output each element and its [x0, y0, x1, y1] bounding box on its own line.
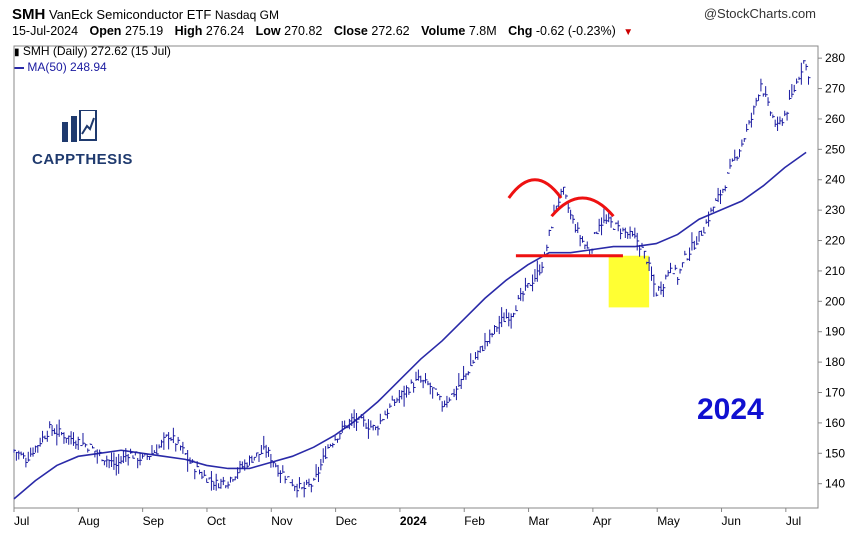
- security-name: VanEck Semiconductor ETF: [48, 7, 212, 22]
- capp-thesis-logo: CAPPTHESIS: [32, 109, 133, 168]
- x-tick-label: May: [657, 514, 680, 528]
- highlight-box: [608, 255, 650, 308]
- x-tick-label: Sep: [143, 514, 165, 528]
- x-tick-label: Jul: [786, 514, 801, 528]
- high-label: High: [174, 24, 203, 38]
- x-tick-label: 2024: [400, 514, 427, 528]
- close-value: 272.62: [371, 24, 410, 38]
- shoulder-arc: [507, 178, 563, 199]
- legend: ▮ SMH (Daily) 272.62 (15 Jul) MA(50) 248…: [14, 44, 171, 75]
- source-credit[interactable]: @StockCharts.com: [703, 6, 816, 21]
- legend-price-series: ▮ SMH (Daily) 272.62 (15 Jul): [14, 44, 171, 58]
- price-bars-layer: [13, 60, 811, 498]
- quote-bar: 15-Jul-2024 Open 275.19 High 276.24 Low …: [12, 24, 633, 38]
- quote-date: 15-Jul-2024: [12, 24, 79, 38]
- x-tick-label: Nov: [271, 514, 292, 528]
- y-tick-label: 260: [825, 112, 845, 126]
- year-annotation: 2024: [697, 393, 764, 426]
- chart-axes: [13, 45, 822, 512]
- x-tick-label: Apr: [593, 514, 612, 528]
- y-tick-label: 150: [825, 446, 845, 460]
- annotation-layer: [507, 178, 623, 258]
- x-tick-label: Jul: [14, 514, 29, 528]
- volume-label: Volume: [421, 24, 466, 38]
- x-tick-label: Dec: [336, 514, 357, 528]
- y-tick-label: 210: [825, 264, 845, 278]
- chart-title: SMH VanEck Semiconductor ETF Nasdaq GM: [12, 6, 279, 23]
- y-tick-label: 140: [825, 477, 845, 491]
- low-value: 270.82: [284, 24, 323, 38]
- y-tick-label: 220: [825, 234, 845, 248]
- y-tick-label: 160: [825, 416, 845, 430]
- down-arrow-icon: ▼: [623, 27, 634, 38]
- open-value: 275.19: [124, 24, 164, 38]
- shoulder-arc: [550, 196, 615, 218]
- exchange: Nasdaq GM: [214, 8, 279, 22]
- y-tick-label: 250: [825, 142, 845, 156]
- ma50-line: [13, 151, 807, 500]
- logo-mark-icon: [62, 109, 97, 142]
- highlight-layer: [608, 255, 650, 308]
- volume-value: 7.8M: [468, 24, 497, 38]
- y-tick-label: 280: [825, 51, 845, 65]
- symbol: SMH: [12, 6, 46, 23]
- y-tick-label: 270: [825, 82, 845, 96]
- y-tick-label: 180: [825, 355, 845, 369]
- y-axis-labels: 140 150 160 170 180 190 200 210 220 230 240 250 260 2…: [825, 51, 845, 491]
- plot-frame: [13, 45, 819, 509]
- bar-chart-icon: ▮: [14, 47, 20, 58]
- chg-label: Chg: [508, 24, 533, 38]
- open-label: Open: [89, 24, 122, 38]
- close-label: Close: [333, 24, 368, 38]
- ma-layer: [13, 151, 807, 500]
- y-tick-label: 240: [825, 173, 845, 187]
- y-tick-label: 230: [825, 203, 845, 217]
- line-swatch-icon: [14, 66, 24, 69]
- x-tick-label: Jun: [722, 514, 741, 528]
- y-tick-label: 170: [825, 386, 845, 400]
- x-tick-label: Oct: [207, 514, 226, 528]
- x-tick-label: Mar: [529, 514, 550, 528]
- legend-ma-series: MA(50) 248.94: [14, 60, 171, 75]
- chg-value: -0.62 (-0.23%): [535, 24, 616, 38]
- x-tick-label: Aug: [78, 514, 99, 528]
- x-axis-labels: Jul Aug Sep Oct Nov Dec 2024 Feb Mar Apr May Jun Jul: [14, 514, 801, 528]
- y-tick-label: 200: [825, 294, 845, 308]
- high-value: 276.24: [205, 24, 245, 38]
- y-tick-label: 190: [825, 325, 845, 339]
- low-label: Low: [255, 24, 281, 38]
- x-tick-label: Feb: [464, 514, 485, 528]
